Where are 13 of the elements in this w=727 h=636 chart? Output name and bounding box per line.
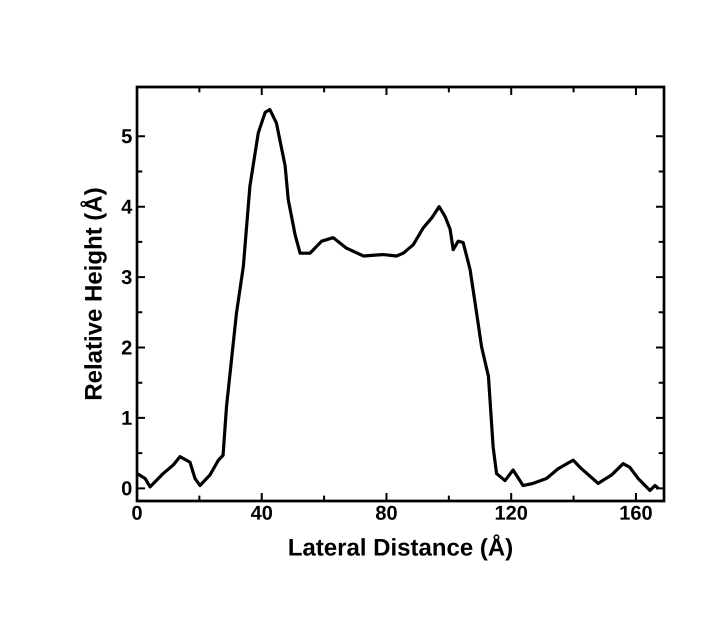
x-tick-label: 40 [250, 506, 272, 520]
x-tick-label: 160 [620, 506, 652, 520]
y-tick-label: 5 [122, 129, 132, 144]
y-tick-label: 4 [121, 200, 132, 214]
y-tick-label: 3 [122, 270, 132, 284]
y-tick-label: 2 [122, 340, 132, 354]
x-tick-label: 80 [376, 506, 397, 520]
y-tick-label: 0 [122, 481, 132, 496]
x-tick-label: 0 [132, 506, 142, 520]
x-axis-title: Lateral Distance (Å) [289, 534, 512, 560]
y-axis-title: Relative Height (Å) [80, 188, 107, 400]
y-tick-label: 1 [122, 411, 132, 425]
x-tick-label: 120 [496, 506, 528, 520]
